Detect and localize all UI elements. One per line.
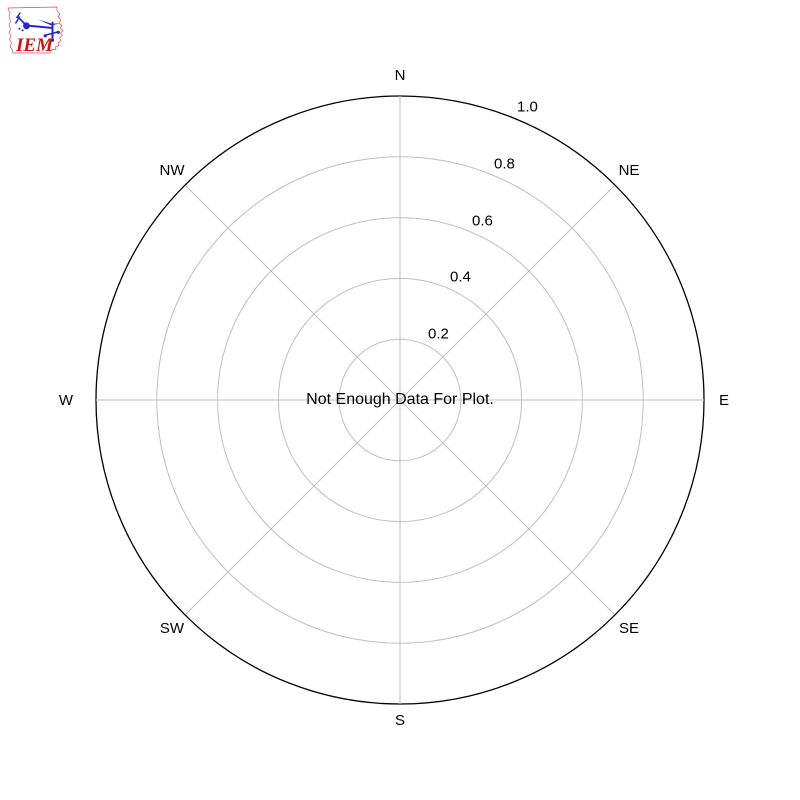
svg-text:SE: SE (619, 620, 639, 637)
svg-text:S: S (395, 712, 405, 729)
svg-text:0.8: 0.8 (494, 155, 515, 172)
svg-text:0.6: 0.6 (472, 212, 493, 229)
svg-text:0.2: 0.2 (428, 325, 449, 342)
svg-text:E: E (719, 392, 729, 409)
svg-text:0.4: 0.4 (450, 268, 471, 285)
svg-text:1.0: 1.0 (517, 98, 538, 115)
svg-text:N: N (395, 67, 406, 84)
svg-text:W: W (59, 392, 74, 409)
svg-text:NW: NW (160, 162, 186, 179)
svg-text:SW: SW (160, 620, 185, 637)
svg-text:Not Enough Data For Plot.: Not Enough Data For Plot. (306, 391, 494, 408)
svg-text:NE: NE (619, 162, 640, 179)
